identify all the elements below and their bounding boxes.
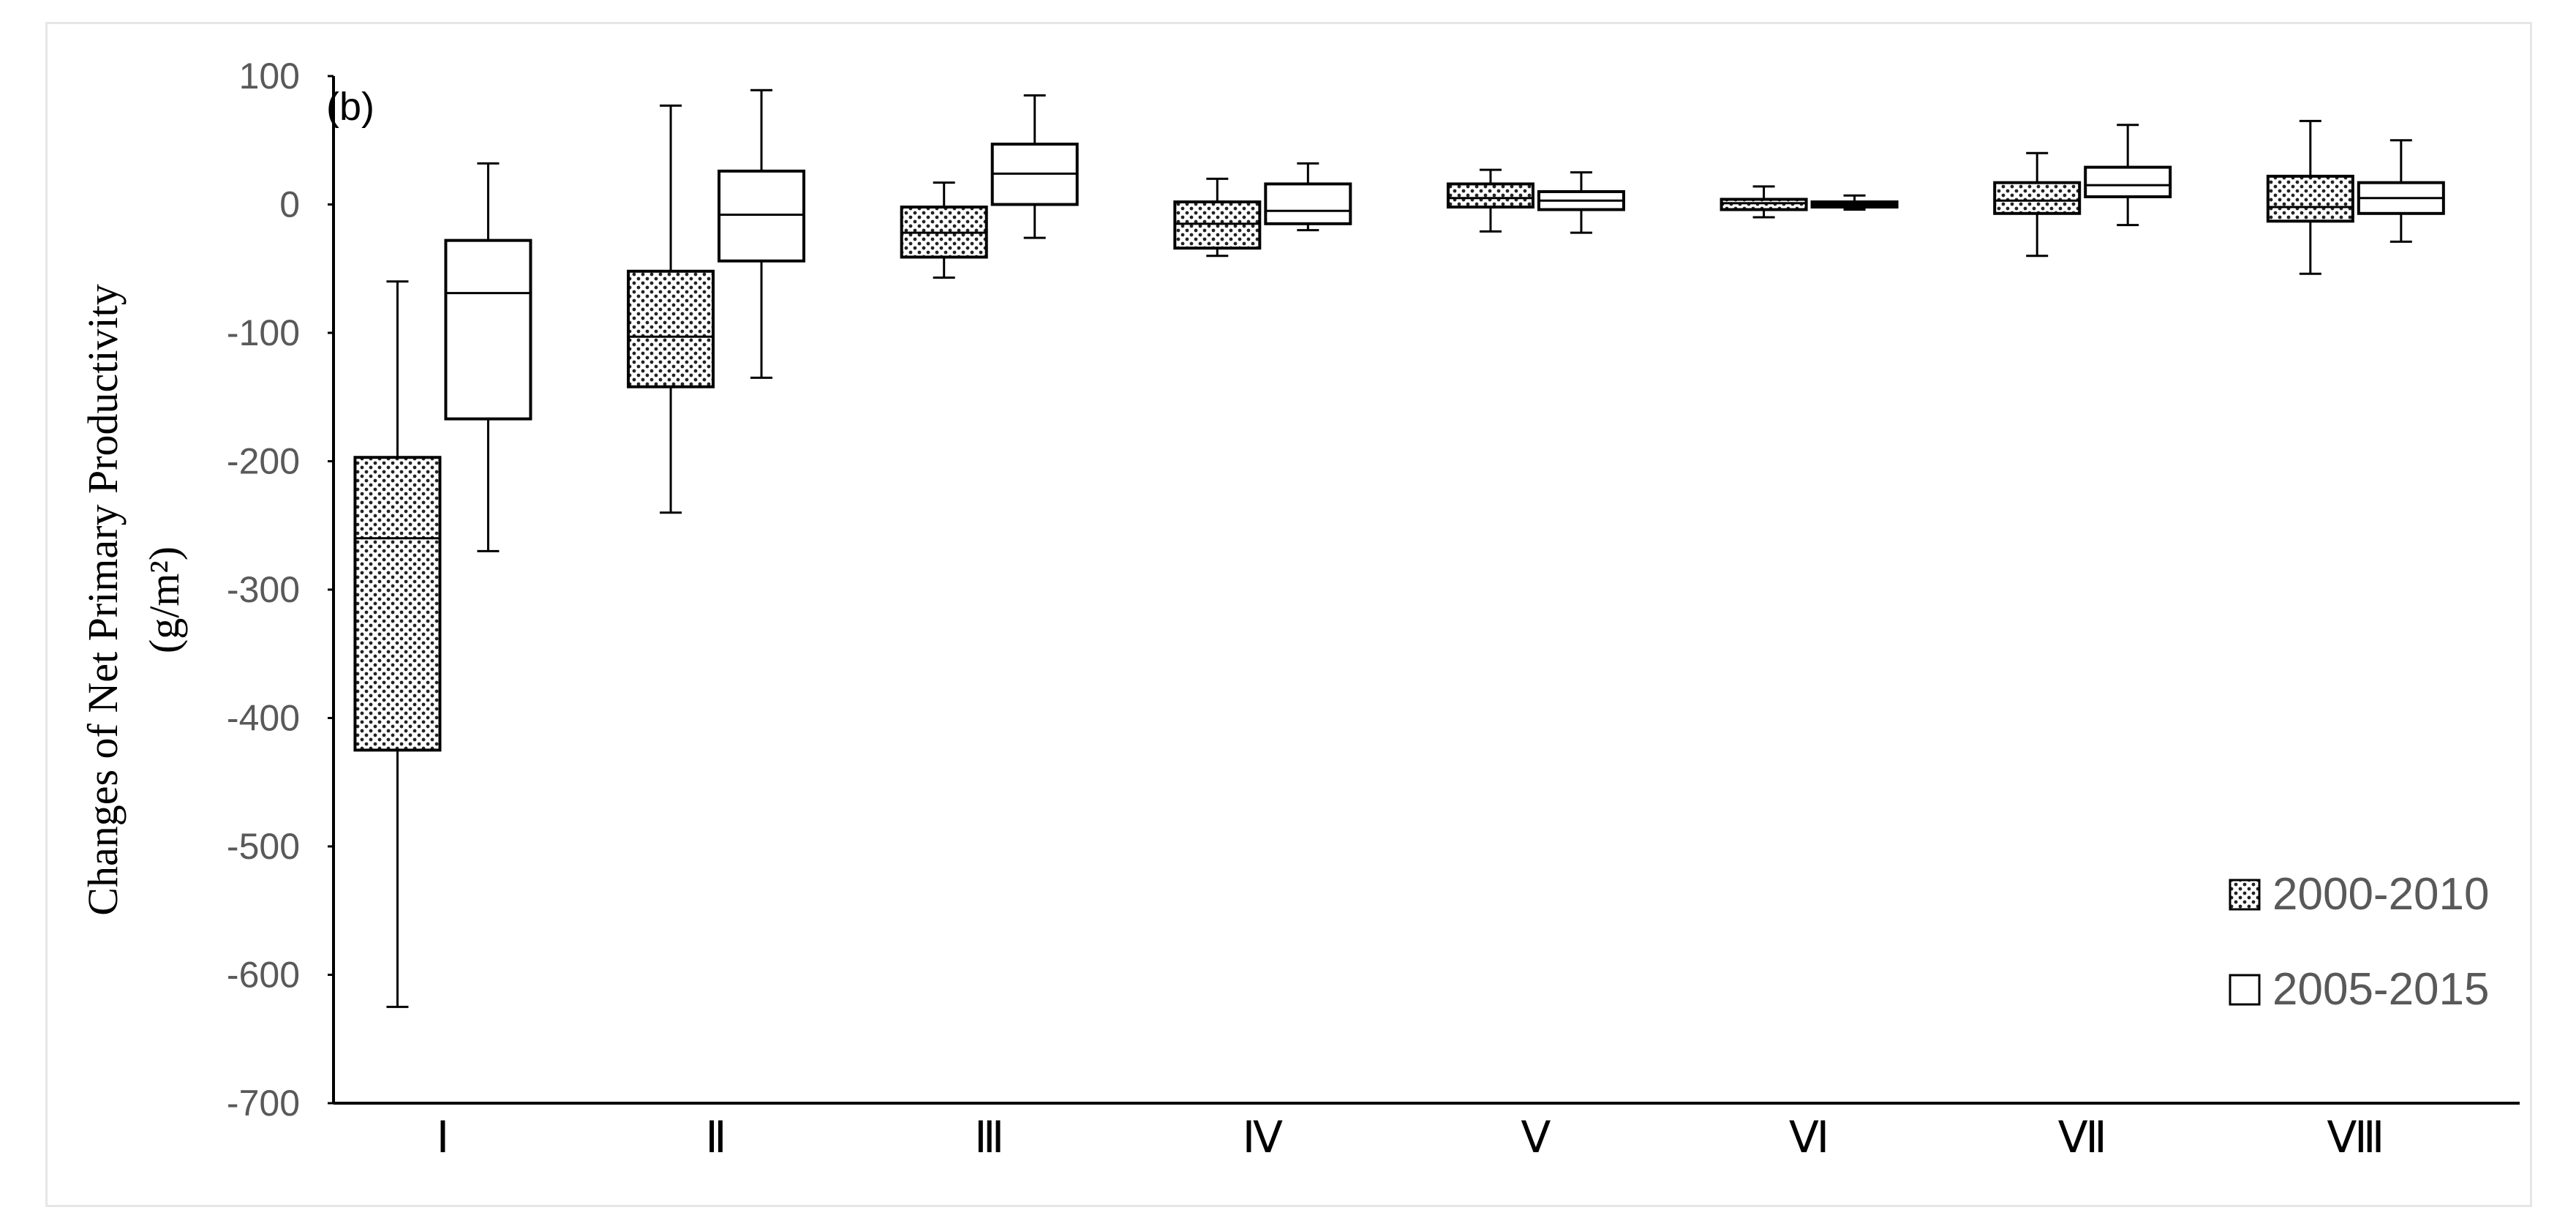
box-iqr (1720, 198, 1808, 211)
y-tick-label: 0 (279, 184, 300, 225)
y-tick-label: -200 (227, 441, 300, 482)
box-2000-2010 (1993, 151, 2082, 258)
x-category-label: Ⅲ (974, 1113, 1004, 1162)
y-axis-label: Changes of Net Primary Productivity (g/m… (79, 284, 188, 915)
x-category-label: Ⅱ (705, 1113, 727, 1162)
box-iqr (1173, 200, 1262, 250)
box-2005-2015 (1537, 171, 1625, 234)
boxes (353, 89, 2445, 1008)
y-tick-label: -100 (227, 312, 300, 353)
legend-swatch (2229, 879, 2261, 911)
box-2005-2015 (2084, 124, 2172, 227)
y-axis-label-line2: (g/m²) (140, 546, 188, 653)
box-iqr (627, 269, 715, 388)
box-iqr (444, 238, 532, 421)
box-2000-2010 (627, 104, 715, 514)
box-2000-2010 (1173, 177, 1262, 258)
box-iqr (1264, 182, 1352, 225)
x-category-labels: Ⅰ Ⅱ Ⅲ Ⅳ Ⅴ Ⅵ Ⅶ Ⅷ (437, 1113, 2385, 1162)
y-tick-label: -400 (227, 698, 300, 739)
legend: 2000-2010 2005-2015 (2229, 869, 2490, 1015)
box-2005-2015 (1810, 194, 1899, 211)
box-2005-2015 (444, 162, 532, 552)
x-category-label: Ⅰ (437, 1113, 450, 1162)
y-tick-label: -500 (227, 826, 300, 867)
box-2000-2010 (1446, 168, 1534, 233)
y-tick-label: 100 (239, 56, 300, 97)
y-tick-label: -700 (227, 1083, 300, 1124)
box-iqr (353, 456, 442, 752)
x-category-label: Ⅳ (1243, 1113, 1283, 1162)
box-iqr (1446, 182, 1534, 209)
box-2005-2015 (718, 89, 806, 379)
x-category-label: Ⅴ (1521, 1113, 1551, 1162)
legend-swatch (2229, 974, 2261, 1006)
box-iqr (718, 169, 806, 263)
box-2000-2010 (1720, 185, 1808, 219)
y-axis-label-line1: Changes of Net Primary Productivity (79, 284, 127, 915)
legend-label: 2005-2015 (2272, 964, 2490, 1015)
box-iqr (2084, 165, 2172, 198)
box-2005-2015 (1264, 162, 1352, 232)
box-2005-2015 (990, 94, 1079, 239)
box-2000-2010 (2266, 119, 2354, 275)
box-2005-2015 (2357, 139, 2445, 243)
y-tick-label: -300 (227, 569, 300, 610)
box-2000-2010 (900, 181, 988, 279)
y-tick-label: -600 (227, 955, 300, 996)
panel-label: (b) (326, 85, 374, 129)
x-category-label: Ⅶ (2058, 1113, 2107, 1162)
x-category-label: Ⅵ (1789, 1113, 1829, 1162)
box-2000-2010 (353, 280, 442, 1008)
x-category-label: Ⅷ (2327, 1113, 2384, 1162)
axes (332, 76, 2520, 1105)
box-iqr (2266, 174, 2354, 223)
legend-label: 2000-2010 (2272, 869, 2490, 920)
box-iqr (1993, 181, 2082, 215)
y-tick-labels: 100 0 -100 -200 -300 -400 -500 -600 -700 (227, 56, 334, 1124)
